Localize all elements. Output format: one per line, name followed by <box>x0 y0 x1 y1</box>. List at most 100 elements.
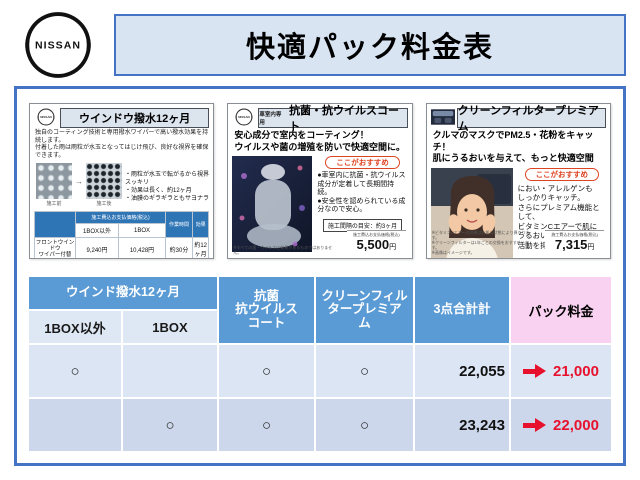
mini-corner-cell <box>35 212 75 237</box>
row1-cleanfilter-mark: ○ <box>316 345 413 397</box>
subheader-non-1box: 1BOX以外 <box>29 311 121 343</box>
header-window-repellent: ウインド撥水12ヶ月 <box>29 277 217 309</box>
transition-arrow-icon: → <box>75 177 83 186</box>
card2-title: 抗菌・抗ウイルスコート <box>289 105 400 133</box>
recommend-badge: ここがおすすめ <box>325 156 400 169</box>
after-image <box>86 163 122 199</box>
card2-price-unit: 円 <box>389 244 397 251</box>
row2-pack-price: 22,000 <box>511 399 611 451</box>
before-image-label: 施工前 <box>46 201 62 207</box>
before-image-wrap: 施工前 <box>36 163 72 207</box>
card1-price-table: 施工費込お支払価格(税込) 作業時間 効果 1BOX以外 1BOX フロントウイ… <box>34 211 210 258</box>
header-total: 3点合計計 <box>415 277 509 343</box>
arrow-right-icon <box>523 418 547 432</box>
card1-bullet: ・雨粒が水玉で転がるから視界スッキリ <box>125 172 210 186</box>
mini-subcol: 1BOX <box>119 224 165 237</box>
card-clean-filter-premium: クリーンフィルタープレミアム クルマのマスクでPM2.5・花粉をキャッチ！ 肌に… <box>425 103 611 259</box>
nissan-wordmark: NISSAN <box>35 40 81 52</box>
row2-cleanfilter-mark: ○ <box>316 399 413 451</box>
arrow-right-icon <box>523 364 547 378</box>
page-header: NISSAN 快適パック料金表 <box>0 0 640 84</box>
card3-footnotes: ※ビタミンCエアーの効果はお肌の状態により異なります。 ※クリーンフィルターは1… <box>432 230 532 255</box>
card3-price-unit: 円 <box>587 244 595 251</box>
mini-value: 約12ヶ月 <box>193 238 209 258</box>
after-image-label: 施工後 <box>96 201 112 207</box>
card3-headline: クルマのマスクでPM2.5・花粉をキャッチ！ 肌にうるおいを与えて、もっと快適空… <box>432 130 594 163</box>
card1-title: ウインドウ撥水12ヶ月 <box>79 113 191 125</box>
row1-non1box-mark: ○ <box>29 345 121 397</box>
card2-bullets: ●車室内に抗菌・抗ウイルス成分が定着して長期間持続。 ●安全性を認められている成… <box>317 172 407 215</box>
card3-line: ビタミンCエアーで肌に <box>517 221 598 231</box>
mini-value: 約30分 <box>166 238 192 258</box>
woman-photo <box>430 167 513 258</box>
card2-price-label: 施工費込お支払価格(税込) <box>352 232 400 237</box>
nissan-badge-icon: NISSAN <box>235 108 253 126</box>
svg-text:NISSAN: NISSAN <box>40 115 52 119</box>
card3-line: におい・アレルゲンも <box>517 183 593 193</box>
card1-titlebar: ウインドウ撥水12ヶ月 <box>60 108 210 128</box>
card1-visual: 施工前 → 施工後 ・雨粒が水玉で転がるから視界スッキリ ・効果は長く、約12ヶ… <box>36 163 209 207</box>
card-antibacterial-coat: NISSAN 車室内専用 抗菌・抗ウイルスコート 安心成分で室内をコーティング！… <box>227 103 413 259</box>
card3-titlebar: クリーンフィルタープレミアム <box>456 105 606 133</box>
row2-pack-price-value: 22,000 <box>553 416 599 434</box>
row2-total: 23,243 <box>415 399 509 451</box>
recommend-badge: ここがおすすめ <box>524 167 600 181</box>
mini-effect-header: 効果 <box>193 212 209 237</box>
page-title-box: 快適パック料金表 <box>114 14 626 76</box>
row2-1box-mark: ○ <box>123 399 217 451</box>
row1-antibacterial-mark: ○ <box>219 345 314 397</box>
header-pack-price: パック料金 <box>511 277 611 343</box>
card2-titlebar: 車室内専用 抗菌・抗ウイルスコート <box>258 105 408 133</box>
before-image <box>36 163 72 199</box>
mini-value: 10,428円 <box>119 238 165 258</box>
card2-headline: 安心成分で室内をコーティング！ ウイルスや菌の増殖を防いで快適空間に。 <box>234 130 406 152</box>
mini-row-label: フロントウインドウ ワイパー付替 <box>35 238 75 258</box>
card3-price-label: 施工費込お支払価格(税込) <box>551 232 598 237</box>
card3-footnote: ※ビタミンCエアーの効果はお肌の状態により異なります。 <box>431 230 530 240</box>
page-title: 快適パック料金表 <box>245 32 494 64</box>
content-box: NISSAN ウインドウ撥水12ヶ月 独自のコーティング技術と専用撥水ワイパーで… <box>14 86 626 466</box>
card2-bullet: ●安全性を認められている成分なので安心。 <box>317 197 406 214</box>
card3-price-amount: 7,315円 <box>551 238 598 254</box>
card1-bullet: ・効果は長く、約12ヶ月 <box>125 188 192 194</box>
car-interior-thumbnail <box>430 109 455 125</box>
card2-header: NISSAN 車室内専用 抗菌・抗ウイルスコート <box>232 105 408 133</box>
card1-header: NISSAN ウインドウ撥水12ヶ月 <box>34 108 210 128</box>
header-clean-filter: クリーンフィル タープレミア ム <box>316 277 413 343</box>
card2-price: 施工費込お支払価格(税込) 5,500円 <box>346 230 406 254</box>
row1-pack-price-value: 21,000 <box>553 362 599 380</box>
card1-bullet: ・油膜のギラギラともサヨナラ <box>125 196 210 202</box>
row2-non1box-mark <box>29 399 121 451</box>
header-antibacterial: 抗菌 抗ウイルス コート <box>219 277 314 343</box>
card3-line: しっかりキャッチ。 <box>517 193 585 202</box>
mini-subcol: 1BOX以外 <box>76 224 118 237</box>
card2-price-number: 5,500 <box>356 237 390 252</box>
card3-footnote: ※クリーンフィルターは1年ごとの交換をおすすめします。 <box>431 240 529 250</box>
card3-line: さらにプレミアム機能として、 <box>517 202 600 222</box>
card2-price-amount: 5,500円 <box>353 238 400 254</box>
nissan-badge-icon: NISSAN <box>37 108 55 126</box>
card3-title: クリーンフィルタープレミアム <box>457 105 599 133</box>
mini-value: 9,240円 <box>76 238 118 258</box>
card2-right-column: ここがおすすめ ●車室内に抗菌・抗ウイルス成分が定着して長期間持続。 ●安全性を… <box>317 156 407 252</box>
card2-bullet: ●車室内に抗菌・抗ウイルス成分が定着して長期間持続。 <box>317 172 406 196</box>
row1-1box-mark <box>123 345 217 397</box>
card-window-repellent: NISSAN ウインドウ撥水12ヶ月 独自のコーティング技術と専用撥水ワイパーで… <box>29 103 215 259</box>
card3-line: 活動を抑制！ <box>517 240 563 250</box>
card1-description: 独自のコーティング技術と専用撥水ワイパーで高い撥水効果を持続します。 付着した雨… <box>35 130 209 159</box>
row2-antibacterial-mark: ○ <box>219 399 314 451</box>
card2-room-badge: 車室内専用 <box>259 112 282 126</box>
card3-price-number: 7,315 <box>554 237 588 252</box>
card3-header: クリーンフィルタープレミアム <box>430 105 606 133</box>
nissan-logo-icon: NISSAN <box>25 12 91 78</box>
card3-footnote: ※画像はイメージです。 <box>431 250 475 255</box>
svg-text:NISSAN: NISSAN <box>239 115 251 119</box>
card3-price: 施工費込お支払価格(税込) 7,315円 <box>545 230 604 254</box>
row1-total: 22,055 <box>415 345 509 397</box>
after-image-wrap: 施工後 <box>86 163 122 207</box>
card1-bullets: ・雨粒が水玉で転がるから視界スッキリ ・効果は長く、約12ヶ月 ・油膜のギラギラ… <box>125 171 209 203</box>
car-seat-image <box>232 156 313 252</box>
pack-pricing-table: ウインド撥水12ヶ月 抗菌 抗ウイルス コート クリーンフィル タープレミア ム… <box>29 277 611 451</box>
card2-body: ここがおすすめ ●車室内に抗菌・抗ウイルス成分が定着して長期間持続。 ●安全性を… <box>232 156 407 252</box>
row1-pack-price: 21,000 <box>511 345 611 397</box>
